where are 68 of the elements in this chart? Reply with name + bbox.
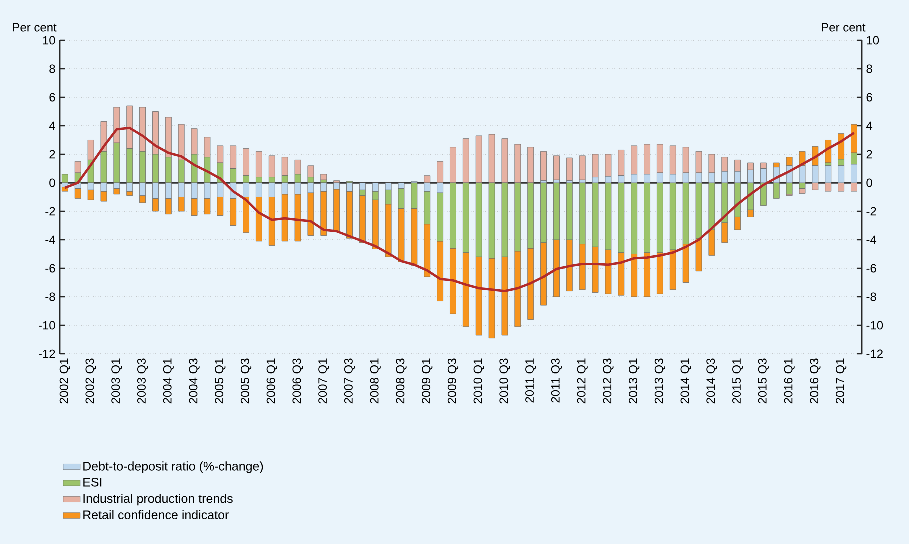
x-tick-label: 2009 Q3 [448, 358, 459, 404]
x-tick-label: 2006 Q3 [292, 358, 304, 404]
x-tick-label: 2006 Q1 [266, 358, 278, 404]
y2-tick-label: -2 [866, 207, 876, 216]
x-tick-label: 2016 Q3 [810, 358, 821, 404]
x-tick-label: 2007 Q1 [318, 358, 330, 404]
x-tick-label: 2005 Q3 [240, 358, 252, 404]
bar [320, 174, 328, 180]
y-tick-label: 2 [50, 150, 56, 159]
y-tick-label: -4 [46, 236, 56, 244]
x-tick-label: 2009 Q1 [422, 358, 433, 404]
x-tick-label: 2017 Q1 [836, 358, 847, 404]
legend-label: Retail confidence indicator [84, 510, 229, 520]
y-tick-label: 6 [50, 93, 56, 102]
y-tick-label: 0 [50, 178, 56, 188]
x-tick-label: 2002 Q3 [86, 358, 96, 404]
y2-tick-label: 10 [867, 36, 880, 45]
x-tick-label: 2003 Q3 [137, 358, 148, 404]
x-tick-label: 2014 Q3 [706, 358, 718, 404]
bar [566, 158, 573, 182]
bar [540, 151, 547, 182]
x-tick-label: 2011 Q1 [526, 358, 536, 403]
legend-label: Industrial production trends [84, 494, 233, 506]
x-tick-label: 2007 Q3 [344, 358, 356, 404]
y2-tick-label: 0 [866, 178, 872, 188]
y-tick-label: -6 [46, 264, 56, 273]
y2-tick-label: 8 [866, 64, 872, 74]
x-tick-label: 2013 Q1 [629, 358, 640, 404]
y2-tick-label: 4 [866, 122, 873, 130]
y-tick-label: 4 [49, 122, 56, 130]
x-tick-label: 2008 Q1 [370, 358, 381, 404]
x-tick-label: 2012 Q1 [577, 358, 588, 404]
x-tick-label: 2011 Q3 [551, 358, 562, 403]
y-tick-label: 10 [43, 36, 56, 45]
x-tick-label: 2005 Q1 [215, 358, 226, 404]
x-tick-label: 2008 Q3 [396, 358, 407, 404]
y2-tick-label: -6 [866, 264, 876, 273]
x-tick-label: 2012 Q3 [603, 358, 614, 404]
x-tick-label: 2002 Q1 [60, 358, 70, 404]
legend-label: Debt-to-deposit ratio (%-change) [84, 462, 264, 474]
y2-tick-label: -10 [866, 321, 884, 330]
bar [62, 174, 68, 184]
x-tick-label: 2010 Q1 [474, 358, 484, 404]
x-tick-label: 2013 Q3 [654, 358, 666, 404]
y2-tick-label: -8 [866, 292, 876, 302]
y-tick-label: 8 [50, 64, 56, 74]
bar [579, 156, 586, 180]
x-tick-label: 2014 Q1 [680, 358, 692, 404]
x-tick-label: 2015 Q1 [732, 358, 744, 404]
x-tick-label: 2010 Q3 [500, 358, 510, 404]
x-tick-label: 2004 Q1 [163, 358, 174, 404]
x-tick-label: 2003 Q1 [112, 358, 122, 404]
y-tick-label: -10 [38, 321, 56, 330]
legend-label: ESI [84, 478, 102, 487]
bar [554, 156, 560, 180]
y-tick-label: -8 [46, 292, 56, 302]
line-series [64, 126, 856, 292]
y2-tick-label: 2 [866, 150, 872, 159]
y-tick-label: -12 [38, 350, 56, 358]
x-tick-label: 2015 Q3 [758, 358, 770, 404]
y2-tick-label: -4 [866, 236, 877, 244]
y2-tick-label: 6 [866, 93, 872, 102]
y-tick-label: -2 [46, 207, 56, 216]
y2-axis-title: Per cent [822, 23, 866, 32]
x-tick-label: 2004 Q3 [189, 358, 200, 404]
x-tick-label: 2016 Q1 [784, 358, 795, 404]
y-axis-title: Per cent [13, 23, 57, 32]
y2-tick-label: -12 [866, 350, 883, 358]
